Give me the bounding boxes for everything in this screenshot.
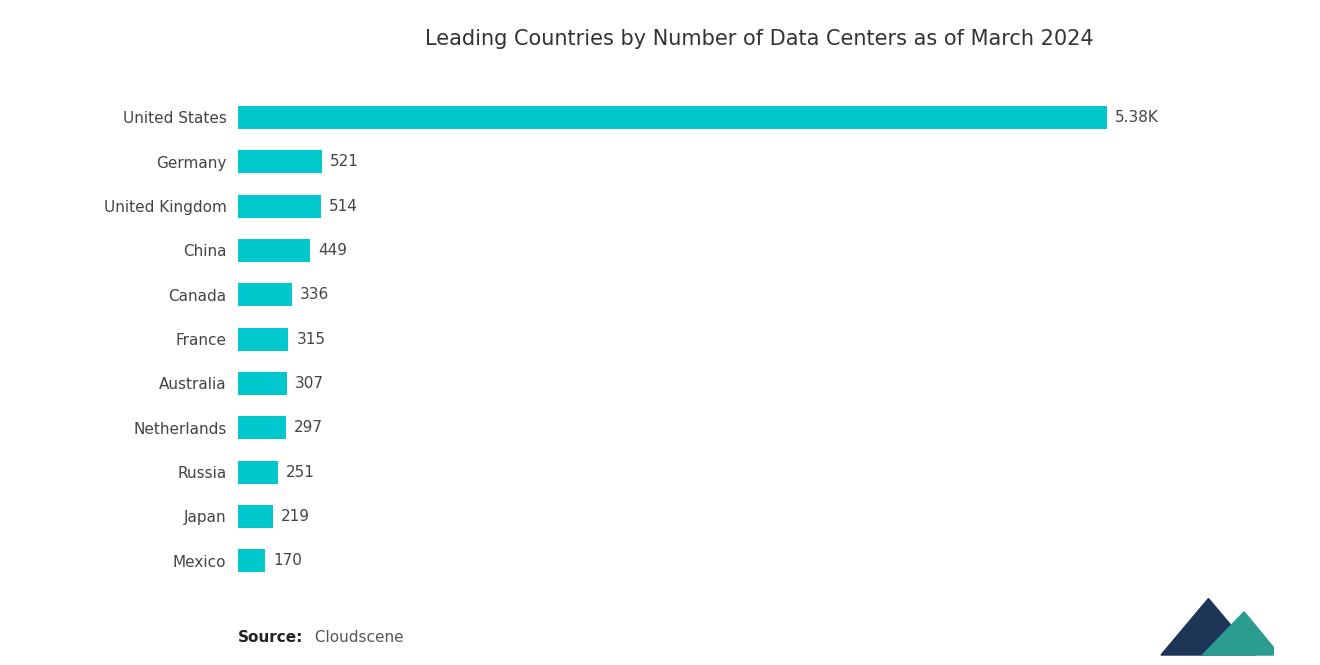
Text: 315: 315 bbox=[297, 332, 326, 346]
Text: 297: 297 bbox=[293, 420, 322, 436]
Title: Leading Countries by Number of Data Centers as of March 2024: Leading Countries by Number of Data Cent… bbox=[425, 29, 1093, 49]
Text: 219: 219 bbox=[281, 509, 310, 524]
Bar bbox=[238, 239, 310, 262]
Polygon shape bbox=[1162, 598, 1257, 655]
Bar bbox=[238, 372, 288, 395]
Polygon shape bbox=[1203, 612, 1280, 655]
Bar bbox=[238, 195, 321, 217]
Bar bbox=[238, 106, 1106, 129]
Text: 251: 251 bbox=[286, 465, 315, 479]
Text: Cloudscene: Cloudscene bbox=[310, 630, 404, 645]
Text: 521: 521 bbox=[330, 154, 359, 170]
Text: 336: 336 bbox=[300, 287, 329, 303]
Bar bbox=[238, 283, 292, 307]
Text: 5.38K: 5.38K bbox=[1114, 110, 1159, 125]
Bar bbox=[238, 505, 273, 528]
Text: Source:: Source: bbox=[238, 630, 304, 645]
Bar bbox=[238, 549, 265, 573]
Text: 170: 170 bbox=[273, 553, 302, 569]
Text: 307: 307 bbox=[296, 376, 325, 391]
Text: 449: 449 bbox=[318, 243, 347, 258]
Bar bbox=[238, 416, 285, 440]
Text: 514: 514 bbox=[329, 199, 358, 213]
Bar bbox=[238, 461, 279, 483]
Bar bbox=[238, 150, 322, 174]
Bar bbox=[238, 328, 289, 350]
